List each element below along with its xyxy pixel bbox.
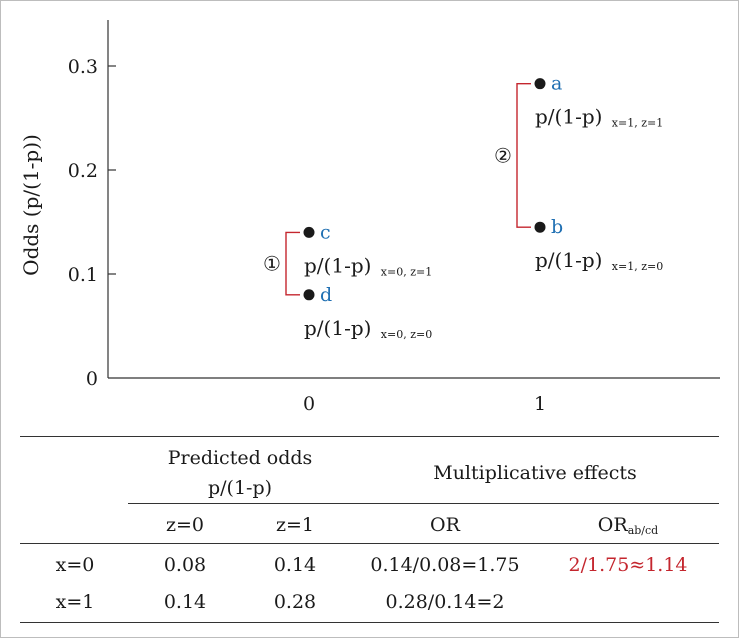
point-label-c: c [320, 221, 331, 243]
col-header-z1: z=1 [275, 514, 315, 536]
row-label: x=0 [55, 554, 95, 576]
point-label-d: d [320, 284, 332, 306]
y-tick-label: 0 [86, 368, 98, 390]
header-multiplicative-effects: Multiplicative effects [433, 462, 637, 484]
table-top-rule [20, 436, 719, 437]
col-header-or-abcd: ORab/cd [548, 514, 708, 542]
data-point-d [303, 289, 315, 301]
cell-z1: 0.28 [273, 591, 317, 613]
y-tick-label: 0.2 [68, 160, 98, 182]
data-point-b [534, 221, 546, 233]
data-point-c [303, 226, 315, 238]
cell-z0: 0.14 [163, 591, 207, 613]
cell-or: 0.14/0.08=1.75 [370, 554, 520, 576]
bracket-label: ① [263, 252, 281, 276]
y-axis-label: Odds (p/(1-p)) [19, 134, 43, 276]
cell-or-abcd: 2/1.75≈1.14 [568, 554, 688, 576]
table-bottom-rule [20, 622, 719, 623]
x-tick-label: 1 [534, 393, 546, 415]
x-tick-label: 0 [303, 393, 315, 415]
data-point-a [534, 78, 546, 90]
y-tick-label: 0.3 [68, 56, 98, 78]
header-predicted-odds-formula: p/(1-p) [207, 477, 273, 499]
cell-z0: 0.08 [163, 554, 207, 576]
col-header-or: OR [430, 514, 460, 536]
y-tick-label: 0.1 [68, 264, 98, 286]
group-header-rule [128, 503, 719, 504]
col-header-or-abcd-main: OR [597, 514, 628, 536]
row-label: x=1 [55, 591, 95, 613]
cell-z1: 0.14 [273, 554, 317, 576]
point-label-b: b [551, 216, 563, 238]
bracket-line [285, 231, 300, 296]
header-predicted-odds: Predicted odds [167, 447, 313, 469]
cell-or: 0.28/0.14=2 [385, 591, 505, 613]
col-header-or-abcd-sub: ab/cd [627, 524, 659, 537]
point-label-a: a [551, 73, 562, 95]
bracket-line [516, 82, 531, 228]
column-header-rule [20, 543, 719, 544]
col-header-z0: z=0 [165, 514, 205, 536]
bracket-label: ② [494, 143, 512, 167]
